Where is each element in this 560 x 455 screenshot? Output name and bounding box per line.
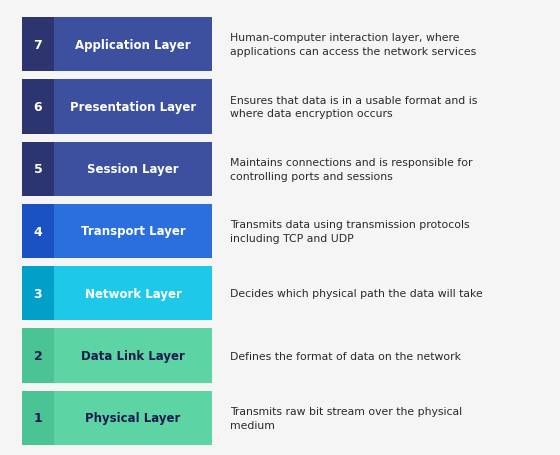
- Text: Transmits data using transmission protocols
including TCP and UDP: Transmits data using transmission protoc…: [230, 220, 470, 243]
- Text: Transmits raw bit stream over the physical
medium: Transmits raw bit stream over the physic…: [230, 406, 462, 430]
- Text: 7: 7: [34, 39, 43, 51]
- Bar: [54, 80, 212, 134]
- Bar: [54, 329, 212, 383]
- Text: Human-computer interaction layer, where
applications can access the network serv: Human-computer interaction layer, where …: [230, 33, 476, 57]
- Text: Physical Layer: Physical Layer: [85, 411, 181, 425]
- Text: 4: 4: [34, 225, 43, 238]
- Text: Network Layer: Network Layer: [85, 287, 181, 300]
- Text: Transport Layer: Transport Layer: [81, 225, 185, 238]
- Text: Presentation Layer: Presentation Layer: [70, 101, 196, 114]
- Text: Defines the format of data on the network: Defines the format of data on the networ…: [230, 351, 461, 361]
- Bar: [22, 267, 54, 321]
- Text: Data Link Layer: Data Link Layer: [81, 349, 185, 362]
- Bar: [22, 204, 54, 258]
- Bar: [22, 391, 54, 445]
- Text: Ensures that data is in a usable format and is
where data encryption occurs: Ensures that data is in a usable format …: [230, 96, 477, 119]
- Bar: [22, 329, 54, 383]
- Text: 3: 3: [34, 287, 43, 300]
- Bar: [22, 18, 54, 72]
- Text: Decides which physical path the data will take: Decides which physical path the data wil…: [230, 288, 483, 298]
- Bar: [54, 391, 212, 445]
- Bar: [22, 80, 54, 134]
- Text: 5: 5: [34, 163, 43, 176]
- Bar: [54, 18, 212, 72]
- Text: 2: 2: [34, 349, 43, 362]
- Text: 1: 1: [34, 411, 43, 425]
- Text: Maintains connections and is responsible for
controlling ports and sessions: Maintains connections and is responsible…: [230, 157, 473, 181]
- Text: Session Layer: Session Layer: [87, 163, 179, 176]
- Bar: [54, 204, 212, 258]
- Bar: [22, 142, 54, 197]
- Text: 6: 6: [34, 101, 43, 114]
- Text: Application Layer: Application Layer: [75, 39, 191, 51]
- Bar: [54, 142, 212, 197]
- Bar: [54, 267, 212, 321]
